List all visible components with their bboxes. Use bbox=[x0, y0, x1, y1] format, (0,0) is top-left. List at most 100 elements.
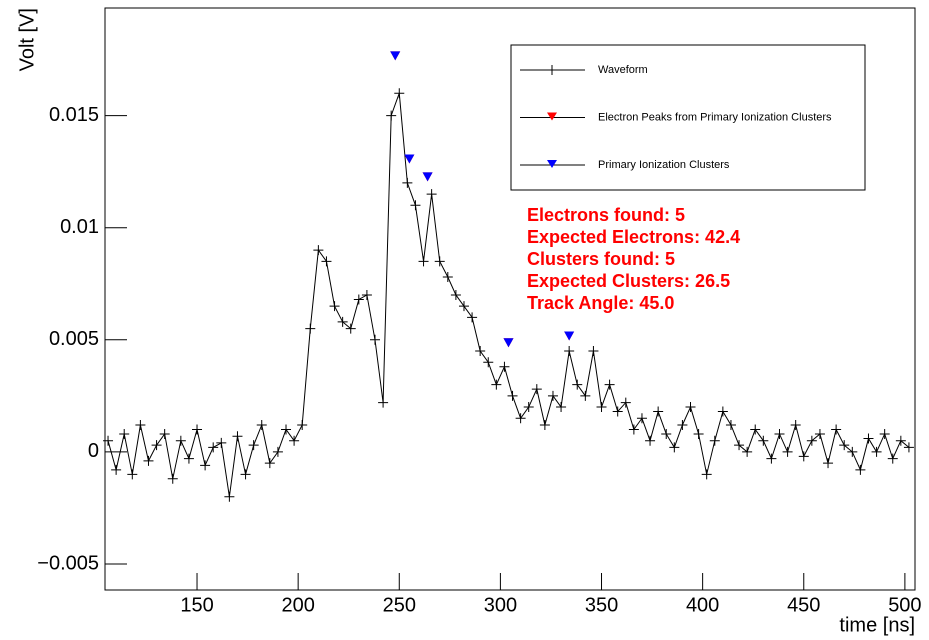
peak-marker bbox=[503, 338, 514, 348]
waveform-point bbox=[240, 469, 251, 480]
waveform-point bbox=[329, 301, 340, 312]
waveform-point bbox=[183, 453, 194, 464]
waveform-point bbox=[402, 177, 413, 188]
waveform-point bbox=[871, 446, 882, 457]
waveform-point bbox=[394, 88, 405, 99]
waveform-point bbox=[831, 424, 842, 435]
x-tick-label: 350 bbox=[585, 594, 618, 616]
waveform-point bbox=[847, 446, 858, 457]
waveform-point bbox=[208, 442, 219, 453]
waveform-point bbox=[766, 453, 777, 464]
waveform-point bbox=[297, 419, 308, 430]
waveform-point bbox=[175, 435, 186, 446]
waveform-point bbox=[580, 390, 591, 401]
waveform-point bbox=[661, 428, 672, 439]
waveform-point bbox=[483, 357, 494, 368]
y-tick-label: 0.005 bbox=[49, 328, 99, 350]
waveform-point bbox=[790, 419, 801, 430]
waveform-point bbox=[596, 402, 607, 413]
waveform-point bbox=[426, 189, 437, 200]
x-tick-label: 400 bbox=[686, 594, 719, 616]
waveform-point bbox=[475, 346, 486, 357]
legend-label: Waveform bbox=[598, 64, 648, 76]
waveform-point bbox=[167, 473, 178, 484]
waveform-point bbox=[127, 469, 138, 480]
waveform-point bbox=[305, 323, 316, 334]
waveform-point bbox=[782, 446, 793, 457]
y-tick-label: 0.01 bbox=[60, 216, 99, 238]
waveform-point bbox=[814, 428, 825, 439]
legend-label: Primary Ionization Clusters bbox=[598, 159, 730, 171]
x-tick-label: 500 bbox=[888, 594, 921, 616]
waveform-point bbox=[879, 428, 890, 439]
waveform-point bbox=[111, 464, 122, 475]
waveform-point bbox=[636, 413, 647, 424]
annotation: Clusters found: 5 bbox=[527, 249, 675, 269]
waveform-point bbox=[491, 379, 502, 390]
waveform-point bbox=[345, 323, 356, 334]
y-axis-label: Volt [V] bbox=[16, 8, 38, 71]
waveform-point bbox=[612, 406, 623, 417]
legend-label: Electron Peaks from Primary Ionization C… bbox=[598, 111, 832, 123]
waveform-point bbox=[653, 406, 664, 417]
waveform-point bbox=[564, 346, 575, 357]
waveform-point bbox=[353, 294, 364, 305]
waveform-point bbox=[725, 419, 736, 430]
waveform-point bbox=[216, 437, 227, 448]
waveform-point bbox=[863, 433, 874, 444]
waveform-point bbox=[887, 453, 898, 464]
waveform-point bbox=[119, 428, 130, 439]
legend-marker bbox=[547, 112, 557, 121]
waveform-point bbox=[289, 435, 300, 446]
waveform-point bbox=[143, 455, 154, 466]
peak-marker bbox=[422, 172, 433, 182]
waveform-point bbox=[701, 469, 712, 480]
waveform-point bbox=[758, 435, 769, 446]
waveform-point bbox=[370, 334, 380, 345]
peak-marker bbox=[564, 331, 575, 341]
waveform-point bbox=[717, 406, 728, 417]
waveform-point bbox=[734, 440, 745, 451]
waveform-point bbox=[232, 431, 243, 442]
waveform-point bbox=[677, 419, 688, 430]
waveform-point bbox=[103, 435, 114, 446]
waveform-point bbox=[224, 491, 235, 502]
waveform-point bbox=[256, 419, 267, 430]
waveform-point bbox=[200, 460, 211, 471]
waveform-point bbox=[442, 272, 453, 283]
annotation: Electrons found: 5 bbox=[527, 205, 685, 225]
waveform-point bbox=[588, 346, 599, 357]
x-tick-label: 300 bbox=[484, 594, 517, 616]
waveform-point bbox=[895, 435, 906, 446]
waveform-point bbox=[823, 458, 834, 469]
annotation: Track Angle: 45.0 bbox=[527, 293, 674, 313]
waveform-point bbox=[628, 424, 639, 435]
waveform-point bbox=[378, 397, 389, 408]
waveform-point bbox=[248, 440, 259, 451]
legend-marker bbox=[547, 160, 557, 168]
waveform-point bbox=[839, 440, 850, 451]
waveform-point bbox=[192, 424, 203, 435]
waveform-point bbox=[515, 413, 526, 424]
annotation: Expected Clusters: 26.5 bbox=[527, 271, 730, 291]
y-tick-label: 0 bbox=[88, 440, 99, 462]
waveform-point bbox=[313, 245, 324, 256]
waveform-point bbox=[450, 289, 461, 300]
waveform-point bbox=[151, 440, 162, 451]
waveform-point bbox=[806, 435, 817, 446]
waveform-point bbox=[798, 451, 809, 462]
x-tick-label: 250 bbox=[383, 594, 416, 616]
waveform-point bbox=[620, 397, 631, 408]
waveform-point bbox=[507, 390, 518, 401]
annotation: Expected Electrons: 42.4 bbox=[527, 227, 740, 247]
plot-frame bbox=[104, 7, 916, 591]
waveform-point bbox=[467, 312, 478, 323]
waveform-point bbox=[693, 428, 704, 439]
waveform-point bbox=[531, 384, 542, 395]
peak-marker bbox=[390, 51, 401, 61]
waveform-point bbox=[458, 301, 469, 312]
x-tick-label: 150 bbox=[180, 594, 213, 616]
waveform-point bbox=[556, 402, 567, 413]
peak-marker bbox=[404, 154, 415, 164]
